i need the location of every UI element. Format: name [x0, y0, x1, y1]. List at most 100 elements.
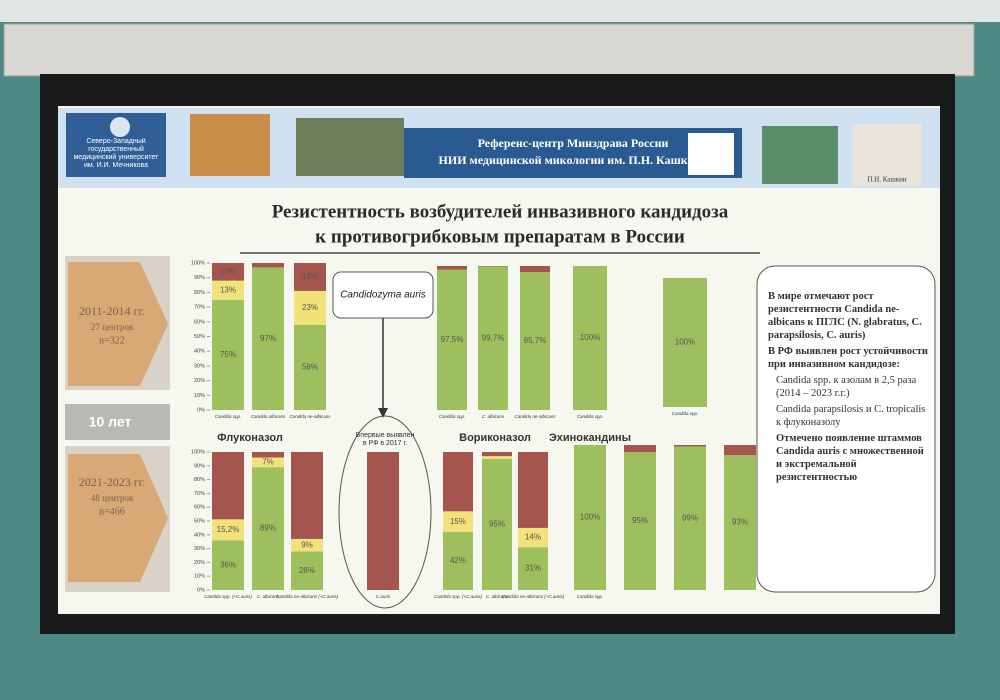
- bar-segment: [367, 452, 399, 590]
- notes: В мире отмечают рост резистентности Cand…: [768, 290, 928, 487]
- portrait-caption: П.Н. Кашкин: [867, 176, 907, 184]
- y-tick-label: 0%: [197, 587, 205, 593]
- y-tick-label: 80%: [194, 477, 205, 483]
- value-label: 89%: [260, 524, 276, 533]
- y-tick-label: 80%: [194, 290, 205, 296]
- period-centers: 48 центров: [91, 493, 133, 503]
- value-label: 14%: [525, 533, 541, 542]
- photo-building: [296, 118, 404, 176]
- y-tick-label: 20%: [194, 560, 205, 566]
- value-label: 100%: [580, 333, 600, 342]
- category-label: Candida ne-albicans: [289, 414, 331, 419]
- value-label: 15,2%: [217, 525, 240, 534]
- bar-segment: [252, 263, 284, 267]
- value-label: 99,7%: [482, 333, 505, 342]
- bar-segment: [437, 266, 467, 270]
- center-line: Референс-центр Минздрава России: [478, 136, 669, 150]
- category-label: Candida spp. (+C.auris): [434, 594, 482, 599]
- y-tick-label: 60%: [194, 505, 205, 511]
- value-label: 15%: [450, 517, 466, 526]
- y-tick-label: 70%: [194, 491, 205, 497]
- y-tick-label: 50%: [194, 334, 205, 340]
- drug-label: Флуконазол: [217, 432, 283, 444]
- value-label: 36%: [220, 560, 236, 569]
- value-label: 99%: [682, 513, 698, 522]
- value-label: 100%: [580, 513, 600, 522]
- value-label: 23%: [302, 303, 318, 312]
- category-label: Candida spp.: [439, 414, 466, 419]
- y-tick-label: 0%: [197, 407, 205, 413]
- value-label: 95%: [489, 520, 505, 529]
- value-label: 95%: [632, 516, 648, 525]
- bar-segment: [518, 452, 548, 528]
- y-tick-label: 90%: [194, 275, 205, 281]
- period-centers: 27 центров: [91, 322, 133, 332]
- bar-segment: [724, 445, 756, 455]
- center-line: НИИ медицинской микологии им. П.Н. Кашки…: [439, 153, 708, 167]
- bar-segment: [482, 456, 512, 459]
- value-label: 97,5%: [441, 335, 464, 344]
- bar-segment: [624, 445, 656, 452]
- title: Резистентность возбудителей инвазивного …: [272, 201, 729, 222]
- category-label: Candida ne-albicans (+C.auris): [502, 594, 565, 599]
- note: Отмечено появление штаммов Candida auris…: [768, 432, 928, 484]
- note: В мире отмечают рост резистентности Cand…: [768, 290, 928, 342]
- period-n: n=466: [99, 506, 125, 517]
- value-label: 9%: [301, 540, 313, 549]
- note: Candida spp. к азолам в 2,5 раза (2014 –…: [768, 374, 928, 400]
- category-label: C. albicans: [482, 414, 505, 419]
- value-label: 12%: [220, 267, 236, 276]
- note: Candida parapsilosis и C. tropicalis к ф…: [768, 403, 928, 429]
- value-label: 58%: [302, 362, 318, 371]
- institute: Северо-Западный государственный медицинс…: [68, 138, 164, 170]
- bar-segment: [443, 452, 473, 511]
- logo-text-box: Северо-Западный государственный медицинс…: [68, 138, 164, 176]
- bar-segment: [482, 452, 512, 456]
- icon: [688, 133, 734, 175]
- value-label: 19%: [302, 272, 318, 281]
- y-tick-label: 100%: [191, 260, 205, 266]
- value-label: 93%: [732, 518, 748, 527]
- bar-segment: [252, 452, 284, 458]
- value-label: 31%: [525, 564, 541, 573]
- category-label: Candida ne-albicans (+C.auris): [276, 594, 339, 599]
- y-tick-label: 30%: [194, 546, 205, 552]
- value-label: 95,7%: [524, 336, 547, 345]
- title: к противогрибковым препаратам в России: [315, 226, 685, 247]
- auris-name: Candidozyma auris: [340, 290, 426, 301]
- interval: 10 лет: [89, 414, 132, 430]
- logo-emblem: [110, 117, 130, 137]
- category-label: Candida albicans: [251, 414, 286, 419]
- photo-micro: [762, 126, 838, 184]
- screen-housing: [4, 24, 974, 76]
- bar-segment: [674, 445, 706, 446]
- y-tick-label: 10%: [194, 393, 205, 399]
- y-tick-label: 10%: [194, 574, 205, 580]
- category-label: Candida spp.: [215, 414, 242, 419]
- y-tick-label: 90%: [194, 463, 205, 469]
- photo-cells: [190, 114, 270, 176]
- note: В РФ выявлен рост устойчивости при инваз…: [768, 345, 928, 371]
- value-label: 100%: [675, 338, 695, 347]
- y-tick-label: 100%: [191, 449, 205, 455]
- y-tick-label: 50%: [194, 518, 205, 524]
- value-label: 75%: [220, 350, 236, 359]
- y-tick-label: 40%: [194, 349, 205, 355]
- drug-label: Эхинокандины: [549, 432, 631, 444]
- ceiling: [0, 0, 1000, 22]
- period-n: n=322: [99, 335, 125, 346]
- y-tick-label: 60%: [194, 319, 205, 325]
- y-tick-label: 20%: [194, 378, 205, 384]
- period-years: 2011-2014 гг.: [79, 304, 145, 318]
- auris-note-box: Впервые выявлен в РФ в 2017 г.: [355, 432, 415, 454]
- value-label: 13%: [220, 285, 236, 294]
- category-label: Candida spp.: [672, 411, 699, 416]
- y-tick-label: 70%: [194, 305, 205, 311]
- y-tick-label: 30%: [194, 363, 205, 369]
- category-label: Candida ne-albicans: [514, 414, 556, 419]
- bar-segment: [212, 452, 244, 519]
- bar-segment: [291, 452, 323, 539]
- category-label: Candida spp.: [577, 414, 604, 419]
